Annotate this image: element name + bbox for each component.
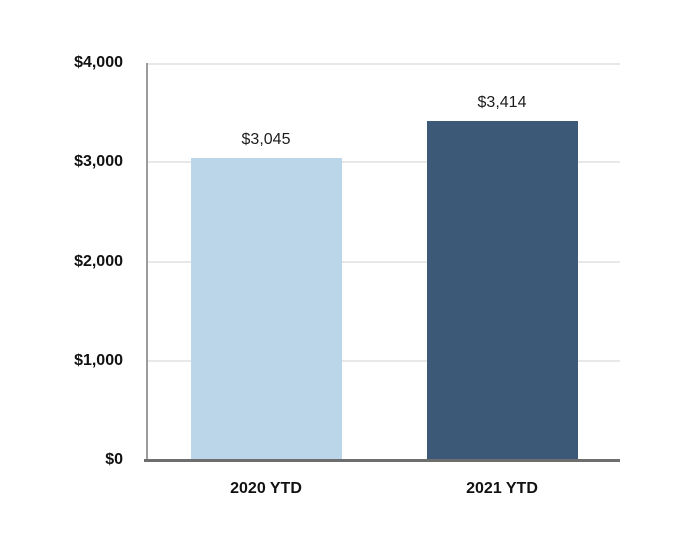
- gridline: [148, 359, 620, 362]
- bar-value-label: $3,414: [477, 94, 527, 111]
- x-axis-line: [144, 459, 620, 462]
- plot-area: $3,045 $3,414: [144, 63, 620, 462]
- gridline: [148, 161, 620, 164]
- y-tick-label: $3,000: [74, 153, 123, 171]
- bar-2021-ytd: [427, 121, 578, 460]
- x-tick-label: 2020 YTD: [230, 480, 302, 497]
- y-tick-label: $0: [105, 451, 123, 468]
- y-tick-label: $1,000: [74, 351, 123, 369]
- bar-value-label: $3,045: [241, 131, 291, 148]
- y-tick-label: $4,000: [74, 54, 123, 71]
- gridline: [148, 63, 620, 65]
- y-axis-line: [146, 63, 148, 460]
- bar-2020-ytd: [191, 158, 342, 460]
- gridline: [148, 260, 620, 263]
- x-tick-label: 2021 YTD: [466, 480, 538, 497]
- y-tick-label: $2,000: [74, 252, 123, 270]
